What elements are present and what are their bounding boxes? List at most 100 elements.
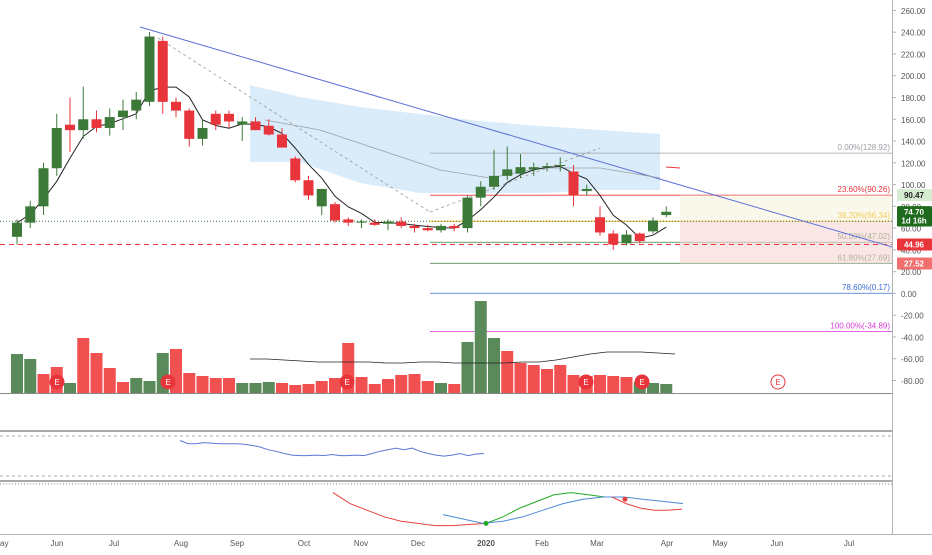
candle-body bbox=[184, 110, 195, 139]
volume-bar bbox=[209, 378, 222, 393]
candle-body bbox=[555, 164, 566, 167]
volume-bar bbox=[541, 369, 553, 393]
volume-bar bbox=[289, 385, 302, 393]
volume-bar bbox=[408, 374, 421, 393]
time-axis-label: Sep bbox=[230, 539, 245, 548]
macd-cross-dot-green bbox=[483, 520, 489, 526]
price-tick-label: 20.00 bbox=[901, 268, 922, 277]
downtrend-line bbox=[139, 26, 893, 248]
candle-body bbox=[316, 188, 327, 207]
volume-bar bbox=[382, 379, 394, 393]
candle-body bbox=[157, 40, 168, 102]
price-tick-label: 240.00 bbox=[901, 29, 926, 38]
candle-body bbox=[661, 211, 672, 216]
time-axis-label: Jun bbox=[771, 539, 784, 548]
volume-bar bbox=[103, 368, 116, 393]
price-tick-label: 180.00 bbox=[901, 94, 926, 103]
candle-body bbox=[568, 171, 579, 196]
price-tick-label: 120.00 bbox=[901, 159, 926, 168]
volume-bar bbox=[37, 374, 50, 393]
volume-bar bbox=[64, 383, 76, 393]
price-tick-label: 140.00 bbox=[901, 138, 926, 147]
price-tick-label: 200.00 bbox=[901, 72, 926, 81]
time-axis[interactable]: ay Jun Jul Aug Sep Oct Nov Dec 2020 Feb Mar Apr May J… bbox=[0, 534, 932, 550]
volume-bar bbox=[448, 384, 461, 393]
candle-body bbox=[369, 222, 380, 225]
macd-line-green bbox=[485, 492, 606, 524]
time-axis-label: Jul bbox=[109, 539, 119, 548]
candle-body bbox=[621, 234, 632, 244]
candle-body bbox=[38, 168, 49, 207]
price-tick-label: 220.00 bbox=[901, 50, 926, 59]
candle-body bbox=[409, 225, 420, 229]
price-tick-label: -40.00 bbox=[901, 333, 924, 342]
macd-cross-dot-red bbox=[622, 496, 628, 502]
fib-level-label: 23.60%(90.26) bbox=[838, 185, 891, 194]
candle-body bbox=[436, 225, 446, 231]
candle-body bbox=[595, 217, 605, 233]
volume-bar bbox=[594, 375, 606, 393]
time-axis-label: Nov bbox=[354, 539, 368, 548]
volume-bar bbox=[24, 359, 37, 393]
volume-bar bbox=[302, 384, 315, 393]
volume-bar bbox=[262, 382, 275, 393]
overlay-lines bbox=[16, 26, 893, 248]
price-tick-label: 100.00 bbox=[901, 181, 926, 190]
candle-body bbox=[104, 117, 115, 128]
time-axis-label: Oct bbox=[298, 539, 311, 548]
candle-body bbox=[197, 127, 208, 139]
fib-zone-upper bbox=[680, 195, 892, 222]
candle-body bbox=[118, 110, 128, 118]
volume-bar bbox=[236, 383, 249, 393]
time-axis-label: Aug bbox=[174, 539, 188, 548]
candle-body bbox=[91, 119, 102, 128]
candle-body bbox=[528, 167, 539, 170]
volume-bar bbox=[554, 365, 567, 393]
volume-bar bbox=[90, 353, 103, 393]
candle-body bbox=[263, 125, 274, 135]
volume-bar bbox=[223, 378, 235, 393]
volume-bar bbox=[514, 363, 527, 393]
volume-bar bbox=[647, 383, 659, 393]
volume-bar bbox=[368, 384, 381, 393]
red-marker-segment bbox=[665, 166, 681, 169]
price-tick-label: -20.00 bbox=[901, 312, 924, 321]
candle-body bbox=[343, 219, 354, 223]
candlesticks bbox=[12, 32, 672, 250]
price-axis[interactable]: 260.00 240.00 220.00 200.00 180.00 160.00 140.… bbox=[892, 0, 932, 550]
volume-bar bbox=[196, 376, 209, 393]
cloud-band bbox=[250, 85, 660, 193]
price-badge-label: 44.96 bbox=[904, 240, 925, 249]
candle-body bbox=[356, 221, 367, 223]
candle-body bbox=[383, 221, 393, 224]
candle-body bbox=[250, 121, 261, 131]
earnings-marker bbox=[160, 374, 176, 390]
rsi-line bbox=[179, 440, 485, 457]
time-axis-label: ay bbox=[0, 539, 8, 548]
macd-tail-red bbox=[611, 496, 683, 511]
candle-body bbox=[277, 134, 287, 148]
price-tick-label: 40.00 bbox=[901, 246, 922, 255]
fib-zone-lower bbox=[680, 221, 892, 264]
candle-body bbox=[489, 175, 499, 187]
candle-body bbox=[422, 228, 433, 231]
time-axis-label: Jun bbox=[51, 539, 64, 548]
volume-bar bbox=[435, 383, 447, 393]
earnings-label: E bbox=[344, 378, 349, 387]
price-tick-label: 260.00 bbox=[901, 7, 926, 16]
candle-body bbox=[65, 124, 75, 131]
price-tick-label: 60.00 bbox=[901, 225, 922, 234]
volume-bar bbox=[183, 373, 196, 393]
short-ma-line bbox=[16, 86, 667, 239]
candle-body bbox=[290, 158, 301, 181]
fibonacci-retracement[interactable]: 0.00%(128.92)23.60%(90.26)38.20%(66.34)5… bbox=[0, 143, 892, 332]
macd-line-blue bbox=[442, 496, 684, 524]
candle-body bbox=[131, 99, 142, 111]
earnings-marker bbox=[634, 374, 650, 390]
candle-body bbox=[171, 101, 181, 111]
earnings-label: E bbox=[775, 378, 780, 387]
